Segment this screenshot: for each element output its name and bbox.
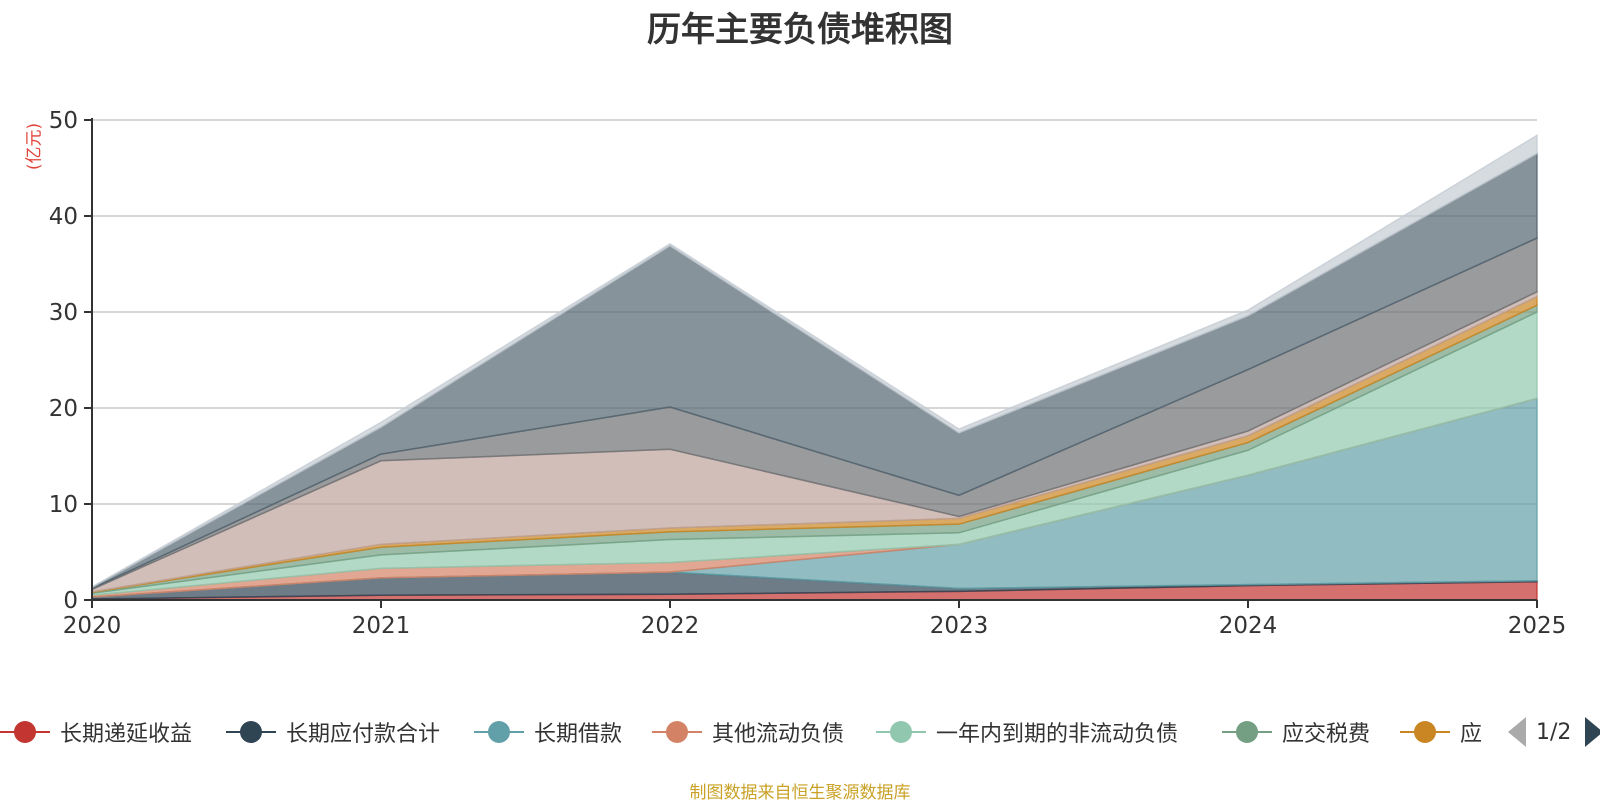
legend-label: 其他流动负债	[712, 722, 845, 747]
legend-label: 长期应付款合计	[286, 722, 441, 747]
legend-page-count: 1/2	[1536, 719, 1572, 745]
legend-item-6[interactable]: 应	[1400, 712, 1482, 752]
area-series	[91, 134, 1538, 601]
legend-symbol-icon	[876, 717, 926, 747]
legend-symbol-icon	[226, 717, 276, 747]
legend-item-4[interactable]: 一年内到期的非流动负债	[876, 712, 1178, 752]
legend-pager: 1/2	[1508, 712, 1600, 752]
legend-next-icon[interactable]	[1585, 717, 1600, 747]
legend-label: 应交税费	[1282, 722, 1371, 747]
legend-item-1[interactable]: 长期应付款合计	[226, 712, 440, 752]
legend-symbol-icon	[1400, 717, 1450, 747]
legend-item-0[interactable]: 长期递延收益	[0, 712, 192, 752]
y-tick-label-5: 50	[49, 108, 78, 134]
legend-item-3[interactable]: 其他流动负债	[652, 712, 844, 752]
legend-item-5[interactable]: 应交税费	[1222, 712, 1370, 752]
data-source-note: 制图数据来自恒生聚源数据库	[689, 783, 911, 803]
x-tick-label-1: 2021	[352, 613, 411, 639]
x-tick-label-2: 2022	[641, 613, 700, 639]
y-tick-label-2: 20	[49, 396, 78, 422]
chart-title: 历年主要负债堆积图	[647, 10, 953, 50]
legend-prev-icon[interactable]	[1508, 717, 1526, 747]
legend: 长期递延收益 长期应付款合计 长期借款 其他流动负债 一年内到期的非流动负债 应交税费 应	[0, 712, 1600, 752]
y-tick-label-4: 40	[49, 204, 78, 230]
area-series-10	[91, 134, 1538, 589]
axes: 0 10 20 30 40 50 2020 2021 2022 2023 2024 2025	[49, 108, 1567, 639]
legend-label: 应	[1460, 722, 1483, 747]
y-tick-label-1: 10	[49, 492, 78, 518]
legend-item-2[interactable]: 长期借款	[474, 712, 622, 752]
x-tick-label-4: 2024	[1219, 613, 1278, 639]
x-tick-label-5: 2025	[1508, 613, 1567, 639]
legend-symbol-icon	[0, 717, 50, 747]
legend-symbol-icon	[652, 717, 702, 747]
x-tick-label-3: 2023	[930, 613, 989, 639]
y-tick-label-0: 0	[63, 588, 78, 614]
y-tick-label-3: 30	[49, 300, 78, 326]
x-tick-label-0: 2020	[63, 613, 122, 639]
legend-label: 长期借款	[534, 722, 623, 747]
legend-symbol-icon	[1222, 717, 1272, 747]
legend-symbol-icon	[474, 717, 524, 747]
legend-label: 一年内到期的非流动负债	[936, 722, 1179, 747]
legend-label: 长期递延收益	[60, 722, 193, 747]
